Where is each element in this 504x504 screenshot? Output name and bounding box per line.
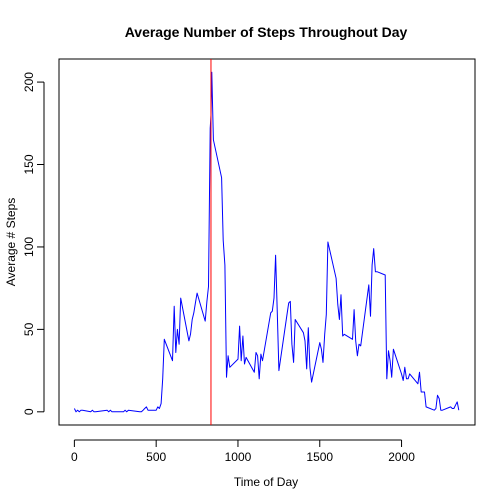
y-axis: 0 50 100 150 200 xyxy=(22,72,45,415)
y-tick-label: 100 xyxy=(22,237,36,257)
x-axis-label: Time of Day xyxy=(234,475,298,489)
y-axis-label: Average # Steps xyxy=(4,198,18,287)
x-tick-label: 1500 xyxy=(306,450,333,464)
plot-frame xyxy=(58,58,476,426)
y-tick-label: 50 xyxy=(22,322,36,336)
x-tick-label: 500 xyxy=(146,450,166,464)
y-tick-label: 200 xyxy=(22,72,36,92)
y-tick-label: 150 xyxy=(22,154,36,174)
x-tick-label: 1000 xyxy=(225,450,252,464)
y-tick-label: 0 xyxy=(22,408,36,415)
x-tick-label: 0 xyxy=(71,450,78,464)
x-tick-label: 2000 xyxy=(388,450,415,464)
x-axis: 0 500 1000 1500 2000 xyxy=(71,439,415,464)
series-line-0 xyxy=(73,71,460,413)
plot-area xyxy=(73,59,460,425)
chart-title: Average Number of Steps Throughout Day xyxy=(125,24,408,40)
